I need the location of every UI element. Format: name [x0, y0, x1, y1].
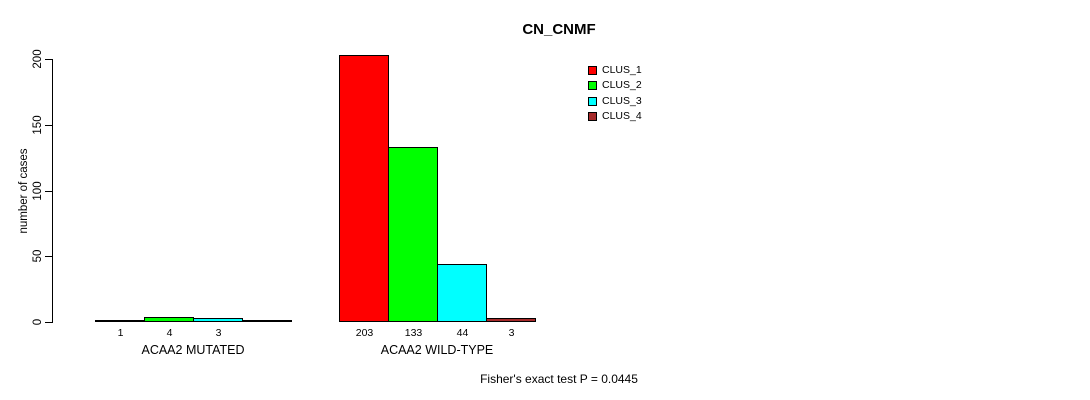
bar-clus_3 — [437, 264, 487, 322]
bar-clus_1 — [95, 320, 145, 322]
legend: CLUS_1 CLUS_2 CLUS_3 CLUS_4 — [588, 65, 642, 126]
legend-swatch-icon — [588, 81, 597, 91]
y-axis-line — [52, 59, 53, 323]
legend-swatch-icon — [588, 66, 597, 75]
bar-value-label: 3 — [215, 327, 222, 339]
bar-value-label: 4 — [166, 327, 173, 339]
fisher-test-annotation: Fisher's exact test P = 0.0445 — [480, 372, 638, 386]
legend-item-clus_3: CLUS_3 — [588, 94, 642, 107]
bar-value-label: 3 — [508, 327, 515, 339]
legend-item-clus_2: CLUS_2 — [588, 80, 642, 91]
legend-item-clus_4: CLUS_4 — [588, 109, 642, 122]
y-tick-label: 200 — [32, 49, 44, 69]
y-tick-label: 50 — [32, 249, 44, 263]
y-tick — [45, 125, 52, 126]
group-label: ACAA2 MUTATED — [141, 343, 245, 357]
bar-clus_2 — [144, 317, 194, 322]
bar-clus_2 — [388, 147, 438, 322]
y-axis-label: number of cases — [18, 148, 30, 234]
y-tick — [45, 191, 52, 192]
legend-label: CLUS_3 — [602, 94, 642, 107]
bar-clus_4 — [242, 320, 292, 322]
legend-swatch-icon — [588, 96, 597, 106]
bar-clus_1 — [339, 55, 389, 322]
legend-label: CLUS_2 — [602, 79, 642, 92]
legend-label: CLUS_1 — [602, 64, 642, 76]
y-tick — [45, 256, 52, 257]
y-tick — [45, 59, 52, 60]
legend-item-clus_1: CLUS_1 — [588, 65, 642, 76]
bar-value-label: 44 — [456, 327, 469, 339]
bar-clus_3 — [193, 318, 243, 322]
bar-value-label: 1 — [117, 327, 124, 339]
legend-label: CLUS_4 — [602, 109, 642, 122]
bar-value-label: 133 — [404, 327, 423, 339]
y-tick-label: 150 — [32, 115, 44, 135]
y-tick-label: 0 — [32, 318, 44, 326]
y-tick — [45, 322, 52, 323]
group-label: ACAA2 WILD-TYPE — [380, 343, 494, 357]
y-tick-label: 100 — [32, 181, 44, 201]
legend-swatch-icon — [588, 111, 597, 121]
chart-title: CN_CNMF — [522, 21, 596, 38]
bar-value-label: 203 — [355, 327, 374, 339]
bar-clus_4 — [486, 318, 536, 322]
